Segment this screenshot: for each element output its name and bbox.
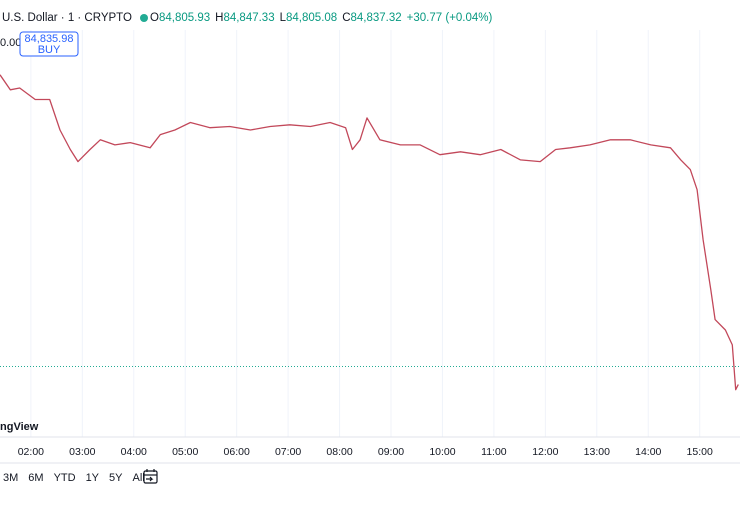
x-tick-label: 08:00 xyxy=(326,446,352,458)
x-tick-label: 02:00 xyxy=(18,446,44,458)
x-tick-label: 09:00 xyxy=(378,446,404,458)
ohlc-value: 84,847.33 xyxy=(223,12,274,24)
ohlc-value: 84,805.93 xyxy=(159,12,210,24)
x-tick-label: 04:00 xyxy=(121,446,147,458)
x-tick-label: 05:00 xyxy=(172,446,198,458)
range-button[interactable]: All xyxy=(133,472,145,484)
ohlc-value: 84,805.08 xyxy=(286,12,337,24)
range-button[interactable]: YTD xyxy=(54,472,76,484)
x-tick-label: 14:00 xyxy=(635,446,661,458)
x-tick-label: 03:00 xyxy=(69,446,95,458)
date-range-icon[interactable] xyxy=(143,469,158,484)
axis-fragment: 0.00 xyxy=(0,37,21,49)
logo: ngView xyxy=(0,421,39,433)
range-button[interactable]: 5Y xyxy=(109,472,123,484)
range-button[interactable]: 6M xyxy=(28,472,43,484)
x-tick-label: 07:00 xyxy=(275,446,301,458)
ohlc-key: L xyxy=(280,12,287,24)
x-tick-label: 11:00 xyxy=(481,446,507,458)
range-button[interactable]: 3M xyxy=(3,472,18,484)
grid xyxy=(30,30,701,437)
symbol: U.S. Dollar · 1 · CRYPTO xyxy=(2,12,132,24)
buy-button[interactable] xyxy=(19,31,79,57)
range-button[interactable]: 1Y xyxy=(86,472,100,484)
ohlc: O 84,805.93 H 84,847.33 L 84,805.08 C 84,837.32 xyxy=(150,12,402,24)
range-bar: 3M 6M YTD 1Y 5Y All xyxy=(3,472,145,484)
ohlc-value: 84,837.32 xyxy=(351,12,402,24)
x-tick-label: 15:00 xyxy=(687,446,713,458)
ohlc-key: O xyxy=(150,12,159,24)
x-tick-label: 10:00 xyxy=(429,446,455,458)
ohlc-key: C xyxy=(342,12,350,24)
ohlc-key: H xyxy=(215,12,223,24)
price-series xyxy=(0,74,739,391)
plot xyxy=(0,74,740,391)
buy-price[interactable]: 84,835.98 xyxy=(25,33,74,45)
x-tick-label: 12:00 xyxy=(532,446,558,458)
status-dot xyxy=(140,14,148,22)
buy-label[interactable]: BUY xyxy=(38,44,61,56)
change: +30.77 (+0.04%) xyxy=(407,12,493,24)
x-tick-label: 13:00 xyxy=(584,446,610,458)
x-tick-label: 06:00 xyxy=(224,446,250,458)
